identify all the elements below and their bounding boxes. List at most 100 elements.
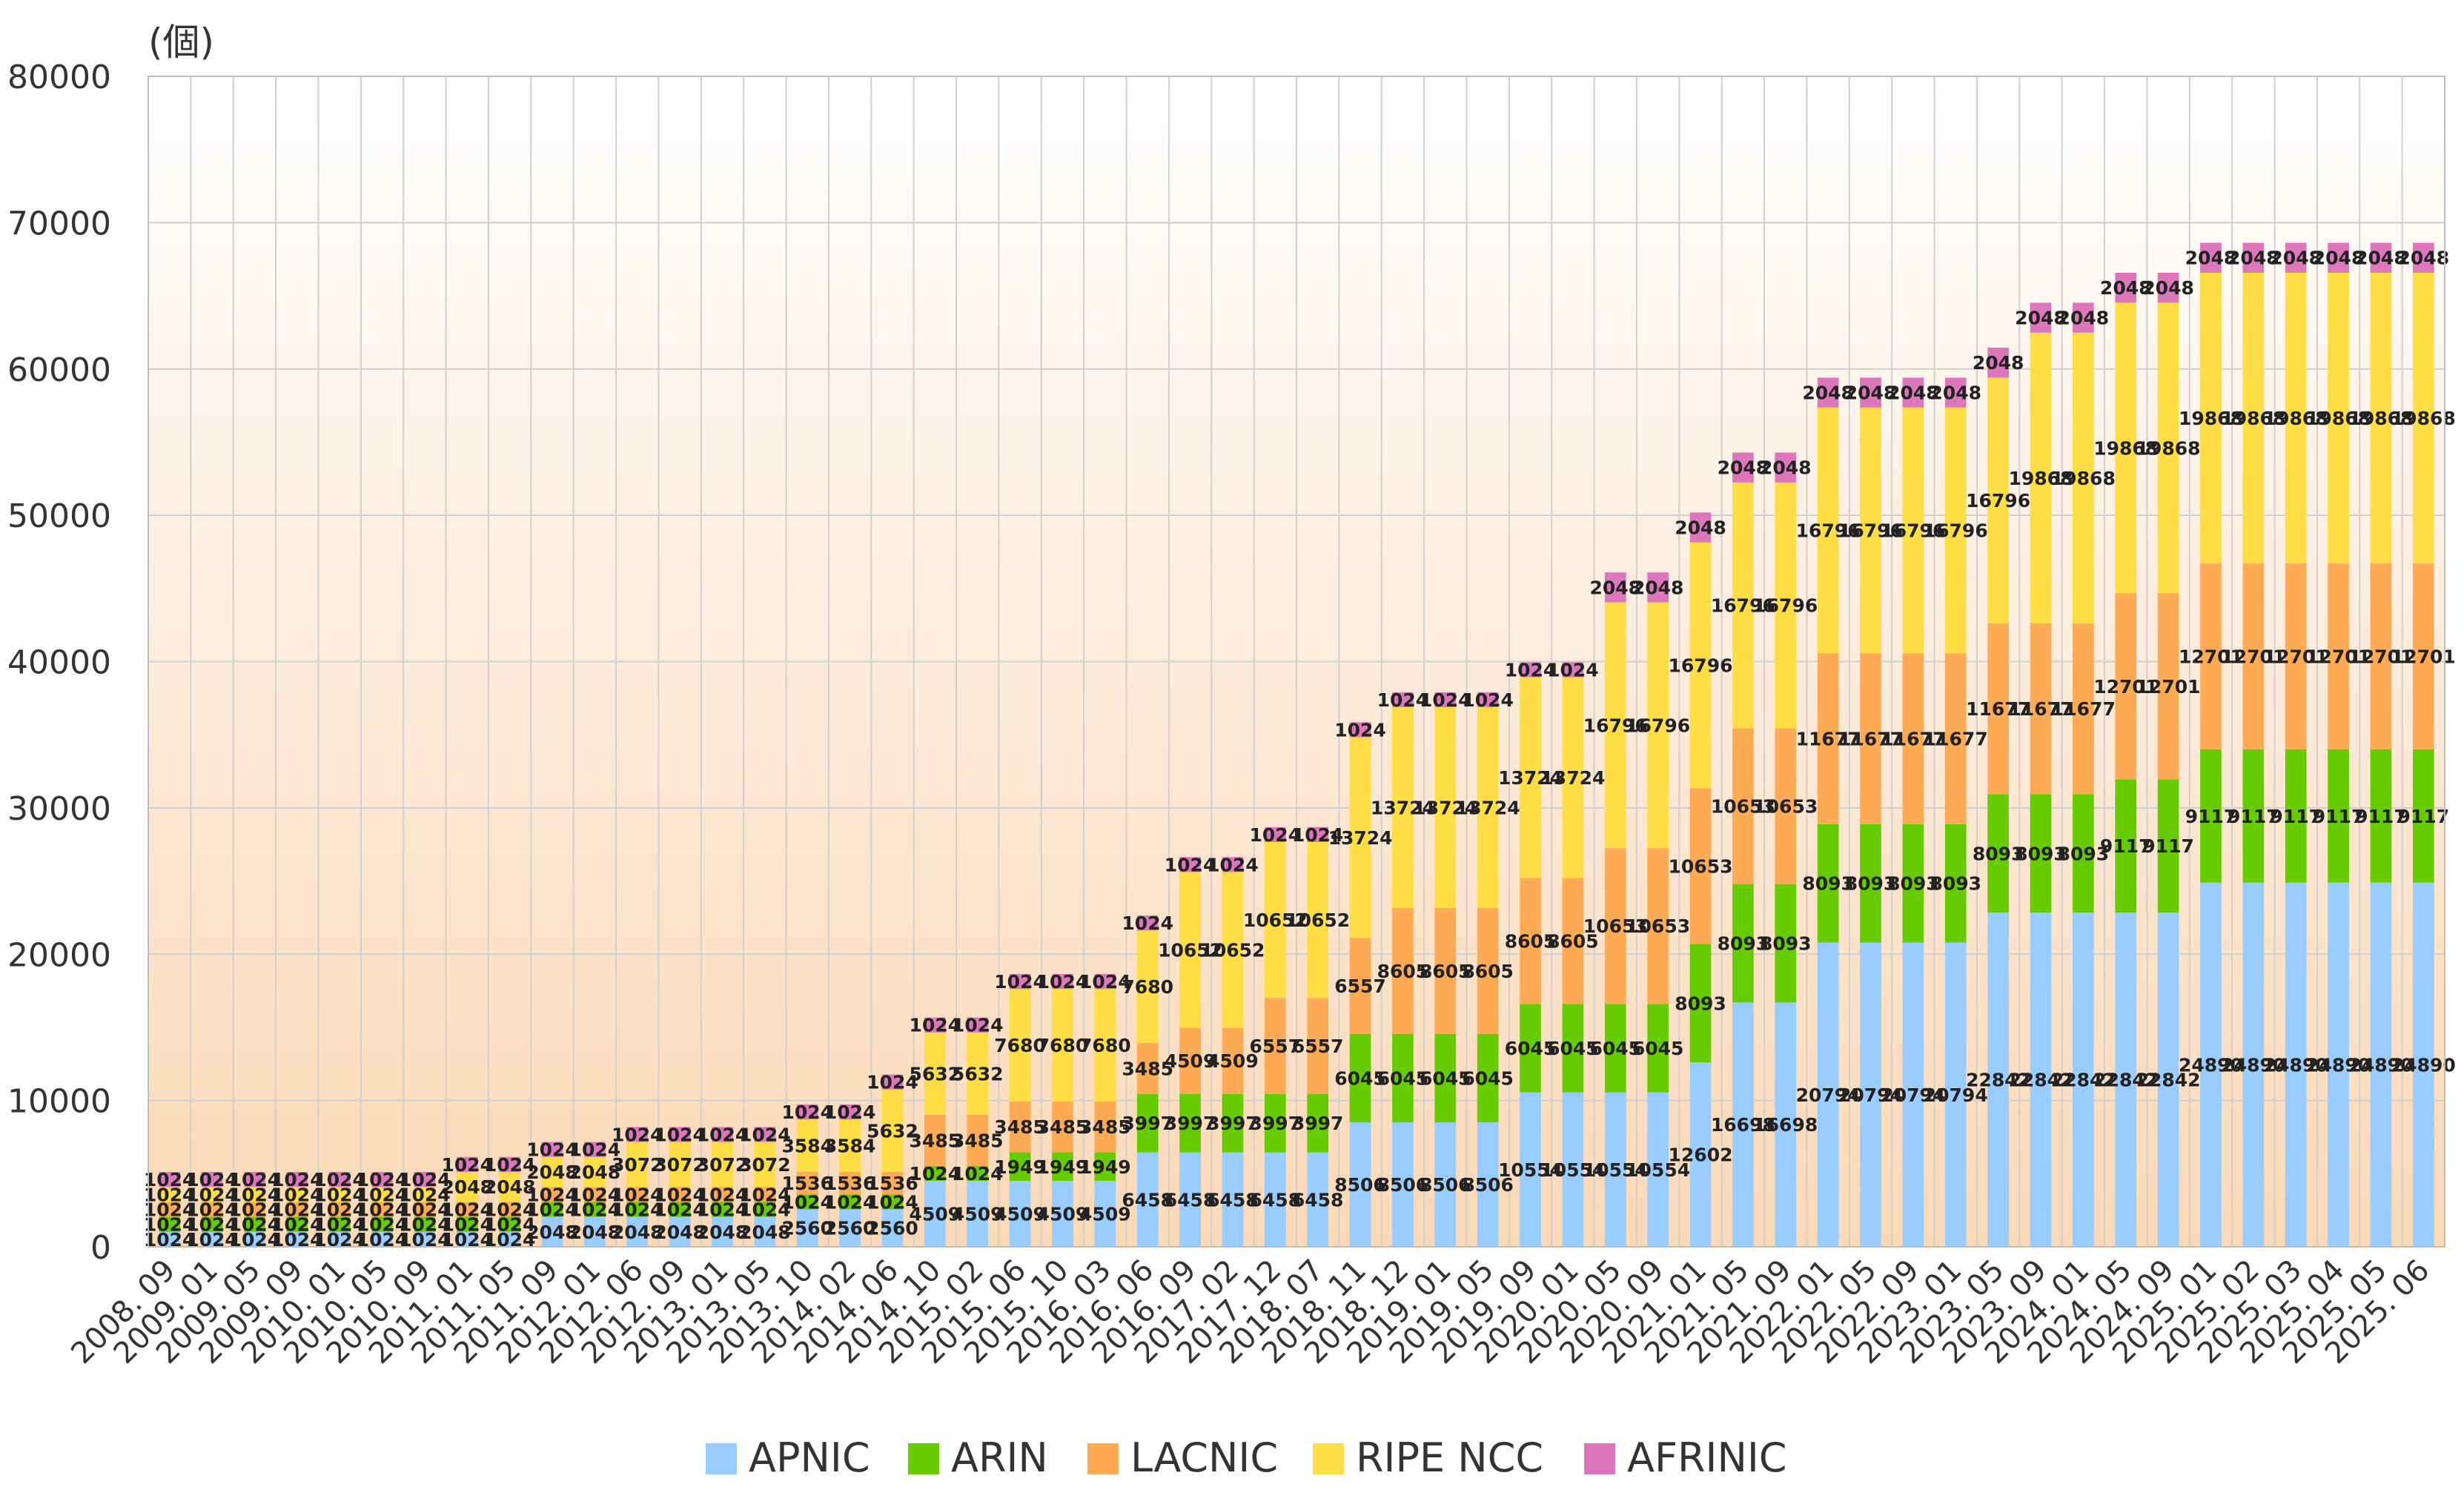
data-label: 2048: [2398, 248, 2450, 269]
legend-label: LACNIC: [1130, 1434, 1278, 1481]
data-label: 19868: [2051, 468, 2116, 489]
bar-segment-apnic: [2200, 882, 2222, 1247]
data-label: 13724: [1498, 767, 1563, 789]
data-label: 1024: [1420, 689, 1471, 711]
bar-segment-lacnic: [2370, 563, 2392, 749]
bar-segment-apnic: [754, 1216, 776, 1247]
bar-segment-ripe-ncc: [2200, 272, 2222, 564]
bar-segment-apnic: [2157, 913, 2179, 1247]
data-label: 13724: [1456, 798, 1520, 819]
data-label: 16796: [1583, 715, 1648, 736]
data-label: 10652: [1243, 910, 1308, 931]
bar-segment-arin: [881, 1194, 904, 1210]
bar-segment-afrinic: [1689, 512, 1712, 543]
bar-segment-ripe-ncc: [414, 1187, 436, 1202]
data-label: 3485: [1122, 1058, 1173, 1079]
bar-segment-arin: [2115, 779, 2137, 913]
data-label: 8093: [1718, 933, 1769, 955]
bar-segment-afrinic: [1520, 662, 1541, 678]
data-label: 22842: [2093, 1070, 2158, 1091]
data-label: 2048: [1718, 457, 1769, 479]
bar-segment-afrinic: [244, 1171, 265, 1188]
data-label: 16796: [1838, 520, 1903, 542]
bar-segment-afrinic: [924, 1017, 946, 1033]
data-label: 24890: [2264, 1054, 2328, 1076]
bar-segment-afrinic: [371, 1171, 393, 1188]
bar-segment-lacnic: [1647, 848, 1669, 1004]
bar-segment-apnic: [2328, 882, 2349, 1247]
bar-segment-afrinic: [1307, 827, 1329, 842]
data-label: 12701: [2348, 646, 2413, 667]
data-label: 16796: [1669, 655, 1733, 677]
bar-segment-lacnic: [1392, 907, 1414, 1034]
bar-segment-ripe-ncc: [499, 1171, 520, 1202]
data-label: 20794: [1924, 1084, 1988, 1106]
data-label: 3584: [781, 1136, 833, 1157]
bar-segment-arin: [286, 1216, 308, 1232]
data-label: 22842: [2051, 1070, 2116, 1091]
data-label: 12701: [2264, 646, 2328, 667]
bar-segment-lacnic: [1052, 1101, 1073, 1153]
bar-segment-afrinic: [2030, 302, 2052, 333]
data-label: 6045: [1334, 1067, 1386, 1089]
data-label: 1024: [654, 1124, 706, 1145]
bar-segment-arin: [1222, 1093, 1244, 1153]
data-label: 12701: [2136, 676, 2201, 698]
bar-segment-lacnic: [2412, 563, 2434, 749]
bar-segment-apnic: [924, 1181, 946, 1247]
bar-segment-afrinic: [2157, 272, 2179, 303]
data-label: 7680: [994, 1035, 1046, 1056]
data-label: 19868: [2348, 408, 2413, 429]
data-label: 1024: [697, 1184, 749, 1205]
bar-segment-ripe-ncc: [1689, 542, 1712, 789]
bar-segment-ripe-ncc: [2412, 272, 2434, 564]
data-label: 1024: [994, 971, 1046, 993]
data-label: 10554: [1626, 1159, 1690, 1181]
bar-segment-lacnic: [796, 1171, 818, 1195]
data-label: 8605: [1462, 961, 1514, 982]
data-label: 1024: [824, 1102, 876, 1123]
data-label: 1024: [1165, 854, 1216, 875]
bar-segment-apnic: [2370, 882, 2392, 1247]
data-label: 2048: [484, 1176, 536, 1198]
data-label: 4509: [994, 1204, 1046, 1225]
bar-segment-ripe-ncc: [1520, 677, 1541, 878]
data-label: 1024: [1505, 660, 1557, 681]
bar-segment-lacnic: [967, 1115, 989, 1166]
bar-segment-ripe-ncc: [1349, 737, 1371, 938]
bar-segment-afrinic: [456, 1156, 478, 1172]
bar-segment-apnic: [881, 1209, 904, 1247]
data-label: 2048: [2100, 277, 2152, 299]
data-label: 2048: [2015, 308, 2067, 329]
data-label: 12701: [2179, 646, 2243, 667]
bar-segment-apnic: [1094, 1181, 1116, 1247]
bar-segment-ripe-ncc: [1860, 407, 1881, 654]
data-label: 1024: [781, 1191, 833, 1213]
bar-segment-lacnic: [371, 1202, 393, 1217]
bar-segment-apnic: [1647, 1092, 1669, 1247]
data-label: 9117: [2313, 806, 2365, 827]
data-label: 1024: [1334, 719, 1386, 741]
bar-segment-afrinic: [1732, 452, 1754, 483]
data-label: 6458: [1122, 1189, 1173, 1210]
data-label: 19868: [2264, 408, 2328, 429]
bar-segment-apnic: [201, 1231, 223, 1247]
bar-segment-apnic: [541, 1216, 563, 1247]
bar-segment-ripe-ncc: [1987, 377, 2009, 623]
data-label: 1024: [186, 1184, 238, 1205]
bar-segment-apnic: [1902, 942, 1924, 1247]
bar-segment-arin: [1179, 1093, 1201, 1153]
bar-segment-arin: [2370, 749, 2392, 883]
bar-segment-afrinic: [881, 1074, 904, 1090]
data-label: 1024: [144, 1214, 196, 1236]
bar-segment-apnic: [1222, 1152, 1244, 1247]
data-label: 2048: [1760, 457, 1812, 479]
bar-segment-arin: [1647, 1004, 1669, 1093]
data-label: 1024: [1547, 660, 1599, 681]
data-label: 10652: [1285, 910, 1350, 931]
bar-segment-arin: [2328, 749, 2349, 883]
data-label: 1949: [1037, 1156, 1089, 1178]
bar-segment-lacnic: [1264, 998, 1286, 1094]
bar-segment-apnic: [1264, 1152, 1286, 1247]
